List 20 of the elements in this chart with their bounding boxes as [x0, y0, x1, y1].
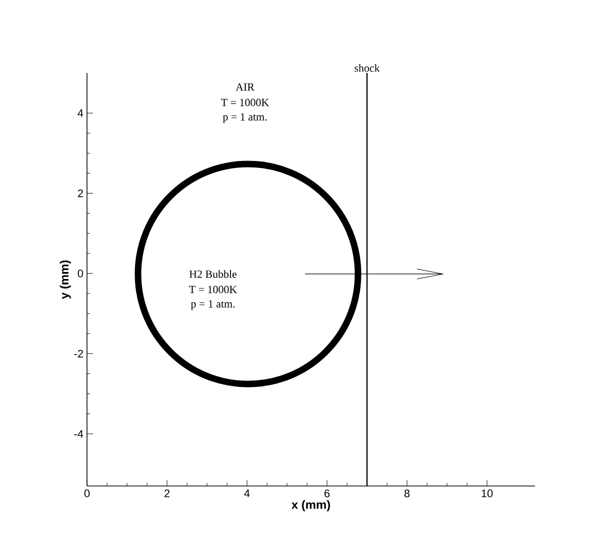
annotation: p = 1 atm. — [222, 113, 267, 123]
y-tick-label: 2 — [78, 189, 83, 198]
y-tick-label: -2 — [74, 350, 83, 358]
x-tick-label: 0 — [84, 490, 90, 498]
x-tick-label: 8 — [404, 490, 410, 498]
x-tick-label: 4 — [244, 490, 250, 498]
annotation: H2 Bubble — [189, 270, 237, 278]
x-tick-label: 6 — [324, 490, 330, 498]
annotation: T = 1000K — [221, 98, 269, 106]
y-axis-title: y (mm) — [60, 260, 71, 299]
y-tick-label: 0 — [78, 270, 84, 278]
annotation: AIR — [236, 83, 254, 91]
annotation: p = 1 atm. — [190, 300, 235, 310]
ref-line-label: shock — [354, 64, 380, 72]
x-tick-label: 2 — [164, 490, 170, 498]
y-tick-label: -4 — [74, 430, 84, 438]
x-tick-label: 10 — [482, 490, 493, 498]
annotation: T = 1000K — [189, 286, 237, 294]
x-axis-title: x (mm) — [291, 500, 330, 512]
y-tick-label: 4 — [78, 109, 84, 117]
